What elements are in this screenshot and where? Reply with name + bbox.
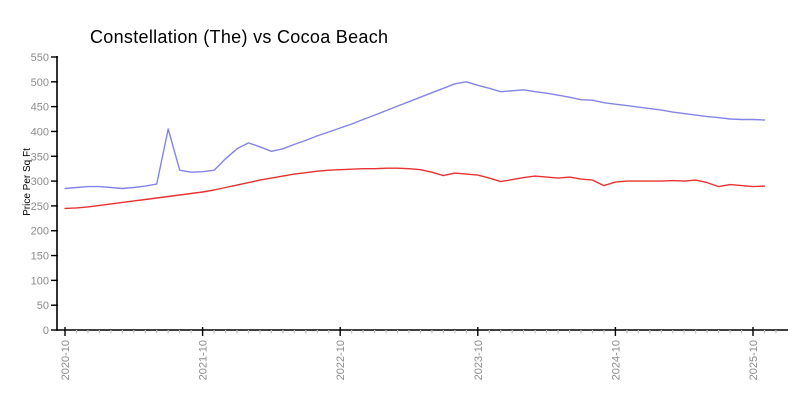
x-axis-ticks: 2020-10 2021-10 2022-10 2023-10 2024-10 2025-… (60, 327, 777, 380)
y-tick-label: 300 (31, 176, 49, 188)
y-tick-label: 350 (31, 151, 49, 163)
y-tick-label: 550 (31, 52, 49, 64)
x-tick-label: 2025-10 (748, 340, 760, 380)
x-tick-label: 2024-10 (610, 340, 622, 380)
series-line-constellation-the (64, 81, 766, 190)
chart-series (64, 81, 766, 210)
y-tick-label: 250 (31, 201, 49, 213)
y-tick-label: 500 (31, 77, 49, 89)
y-tick-label: 200 (31, 226, 49, 238)
chart-title: Constellation (The) vs Cocoa Beach (90, 27, 388, 47)
y-tick-label: 150 (31, 251, 49, 263)
y-tick-label: 450 (31, 102, 49, 114)
y-axis-label: Price Per Sq Ft (22, 148, 33, 216)
x-tick-label: 2021-10 (198, 340, 210, 380)
x-tick-label: 2020-10 (60, 340, 72, 380)
x-tick-label: 2023-10 (473, 340, 485, 380)
y-tick-label: 400 (31, 126, 49, 138)
y-tick-label: 0 (43, 325, 49, 337)
y-tick-label: 50 (37, 300, 49, 312)
y-axis-ticks: 0 50 100 150 200 250 300 350 400 450 500 550 (31, 52, 58, 337)
y-tick-label: 100 (31, 275, 49, 287)
series-line-cocoa-beach (64, 167, 766, 210)
axes (56, 56, 788, 331)
x-tick-label: 2022-10 (335, 340, 347, 380)
